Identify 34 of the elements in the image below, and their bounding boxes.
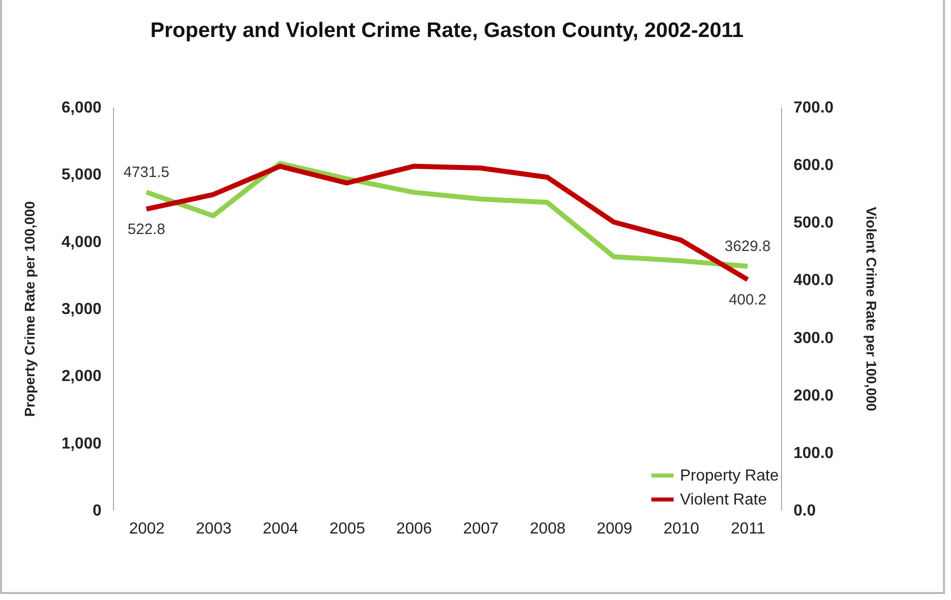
y2-tick-label: 400.0	[794, 272, 834, 290]
chart-title: Property and Violent Crime Rate, Gaston County, 2002-2011	[150, 19, 744, 42]
legend-label: Property Rate	[680, 468, 779, 484]
y2-tick-label: 300.0	[794, 330, 834, 347]
y-tick-label: 0	[92, 502, 102, 520]
x-tick-label: 2004	[262, 520, 298, 538]
y-tick-label: 5,000	[61, 166, 102, 184]
y2-tick-label: 700.0	[794, 100, 834, 116]
y2-tick-label: 500.0	[794, 214, 834, 232]
x-tick-label: 2009	[596, 520, 632, 538]
y2-tick-label: 200.0	[794, 387, 834, 404]
y2-axis-title: Violent Crime Rate per 100,000	[864, 206, 880, 412]
x-tick-label: 2010	[664, 520, 700, 538]
data-label: 400.2	[728, 292, 766, 309]
y2-tick-label: 600.0	[794, 157, 834, 174]
y-tick-label: 1,000	[61, 435, 102, 452]
y2-tick-label: 100.0	[794, 444, 834, 462]
y-axis-title: Property Crime Rate per 100,000	[21, 201, 38, 417]
legend-label: Violent Rate	[680, 492, 767, 508]
x-tick-label: 2006	[396, 520, 432, 538]
y-tick-label: 4,000	[61, 234, 102, 251]
data-label: 522.8	[128, 221, 166, 238]
y2-tick-label: 0.0	[794, 502, 816, 520]
x-tick-label: 2007	[463, 520, 499, 538]
data-label: 3629.8	[724, 238, 771, 256]
y-tick-label: 6,000	[61, 100, 102, 116]
y-tick-label: 2,000	[61, 368, 102, 386]
x-tick-label: 2011	[730, 520, 766, 538]
x-tick-label: 2002	[129, 520, 165, 538]
y-tick-label: 3,000	[61, 301, 102, 318]
x-tick-label: 2005	[330, 520, 366, 538]
x-tick-label: 2008	[530, 520, 566, 538]
x-tick-label: 2003	[196, 520, 232, 538]
data-label: 4731.5	[123, 164, 170, 182]
